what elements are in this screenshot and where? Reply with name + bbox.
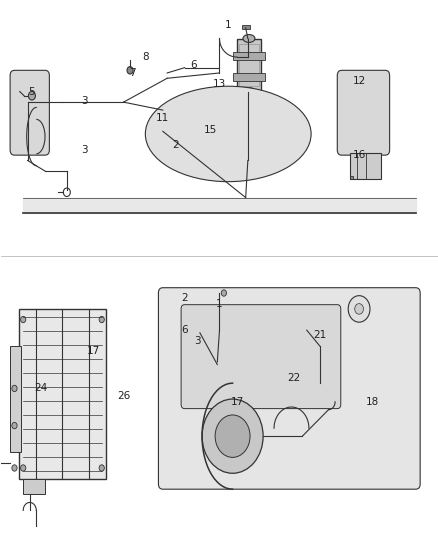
Circle shape <box>127 67 133 74</box>
Circle shape <box>217 102 239 128</box>
Circle shape <box>215 415 250 457</box>
Bar <box>242 25 250 29</box>
Text: 3: 3 <box>81 145 88 155</box>
Circle shape <box>28 92 35 100</box>
Text: 3: 3 <box>81 96 88 106</box>
Bar <box>232 52 265 60</box>
Bar <box>23 479 45 495</box>
Text: 13: 13 <box>212 78 226 88</box>
Bar <box>239 44 258 86</box>
Text: 8: 8 <box>142 52 148 62</box>
Bar <box>350 152 380 179</box>
Circle shape <box>226 428 239 444</box>
Text: 15: 15 <box>204 125 217 135</box>
Ellipse shape <box>242 87 254 95</box>
Circle shape <box>21 317 26 322</box>
Text: 2: 2 <box>181 293 187 303</box>
Ellipse shape <box>145 86 311 182</box>
FancyBboxPatch shape <box>181 305 340 409</box>
Circle shape <box>201 399 262 473</box>
FancyBboxPatch shape <box>10 70 49 155</box>
Text: 12: 12 <box>352 76 365 86</box>
Text: 18: 18 <box>365 397 378 407</box>
Circle shape <box>347 296 369 322</box>
Text: 2: 2 <box>172 140 179 150</box>
Text: 16: 16 <box>352 150 365 160</box>
Text: 1: 1 <box>215 298 223 309</box>
Bar <box>19 309 106 479</box>
Bar <box>237 38 260 92</box>
Circle shape <box>221 290 226 296</box>
Circle shape <box>99 317 104 322</box>
Text: 3: 3 <box>194 336 201 346</box>
Circle shape <box>21 465 26 471</box>
Text: 22: 22 <box>286 373 300 383</box>
Bar <box>10 346 21 452</box>
Text: 17: 17 <box>230 397 243 407</box>
Text: 11: 11 <box>156 113 169 123</box>
Text: 26: 26 <box>117 391 130 401</box>
Circle shape <box>99 465 104 471</box>
Text: 17: 17 <box>86 346 99 357</box>
Text: 7: 7 <box>129 68 135 78</box>
Circle shape <box>212 359 221 370</box>
FancyBboxPatch shape <box>158 288 419 489</box>
Ellipse shape <box>242 35 254 43</box>
Bar <box>350 176 352 179</box>
Circle shape <box>354 304 363 314</box>
Text: 1: 1 <box>224 20 231 30</box>
FancyBboxPatch shape <box>336 70 389 155</box>
Circle shape <box>223 109 233 122</box>
Circle shape <box>12 385 17 392</box>
Circle shape <box>12 422 17 429</box>
Text: 6: 6 <box>181 325 187 335</box>
Text: 21: 21 <box>312 330 326 341</box>
Text: 5: 5 <box>28 86 35 96</box>
Text: 6: 6 <box>190 60 196 70</box>
Bar <box>232 73 265 81</box>
Text: 24: 24 <box>34 383 47 393</box>
Circle shape <box>12 465 17 471</box>
